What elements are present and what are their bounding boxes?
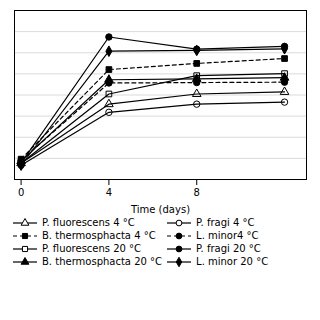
svg-text:0: 0 (18, 187, 24, 198)
svg-text:8: 8 (194, 187, 200, 198)
html-text:B. thermosphacta 4 °C: B. thermosphacta 4 °C (42, 230, 156, 241)
svg-text:Time (days): Time (days) (130, 204, 190, 215)
html-text:B. thermosphacta 20 °C: B. thermosphacta 20 °C (42, 256, 163, 267)
html-text:P. fluorescens 20 °C: P. fluorescens 20 °C (42, 243, 142, 254)
html-text:P. fluorescens 4 °C: P. fluorescens 4 °C (42, 217, 135, 228)
html-text:P. fragi 4 °C: P. fragi 4 °C (196, 217, 255, 228)
html-text:P. fragi 20 °C: P. fragi 20 °C (196, 243, 261, 254)
svg-text:4: 4 (106, 187, 112, 198)
html-text:L. minor 20 °C: L. minor 20 °C (196, 256, 269, 267)
html-text:L. minor4 °C: L. minor4 °C (196, 230, 259, 241)
